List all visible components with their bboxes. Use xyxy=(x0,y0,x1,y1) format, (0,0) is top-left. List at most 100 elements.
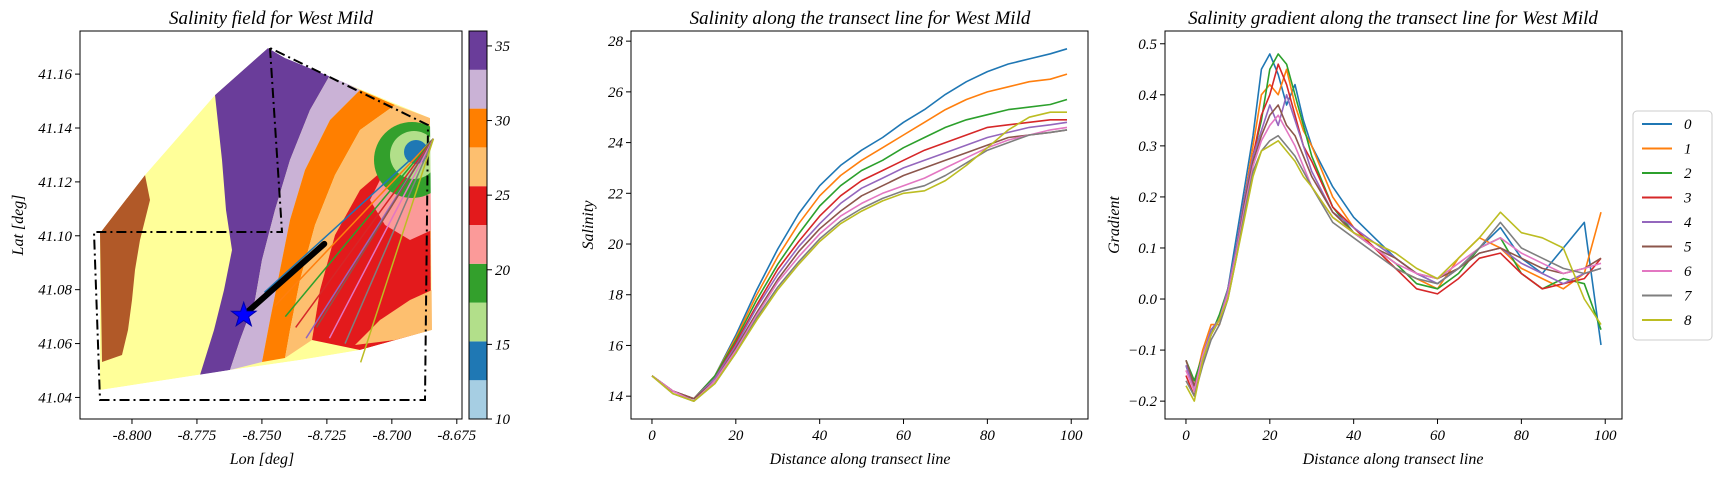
series-line-5 xyxy=(651,129,1068,400)
panel2-ytick-label: 22 xyxy=(608,186,624,202)
transect-fan-line xyxy=(328,138,435,339)
series-line-4 xyxy=(651,121,1068,400)
panel2-ylabel: Salinity xyxy=(580,200,597,250)
panel3-xlabel: Distance along transect line xyxy=(1302,451,1484,468)
panel1-xtick-label: -8.800 xyxy=(113,428,152,444)
transect-fan-lines xyxy=(263,138,435,363)
panel2-frame xyxy=(630,30,1089,420)
panel3-ytick-label: 0.1 xyxy=(1138,241,1157,257)
colorbar-bin xyxy=(469,302,487,342)
panel2-plot-area xyxy=(651,48,1068,402)
transect-fan-line xyxy=(344,138,435,344)
legend-label: 8 xyxy=(1684,313,1692,329)
panel3-xtick-label: 60 xyxy=(1430,428,1446,444)
panel3-ytick-label: 0.5 xyxy=(1138,37,1157,53)
colorbar-bin xyxy=(469,263,487,303)
field-region-purple xyxy=(200,48,330,375)
panel3-xtick-label: 100 xyxy=(1594,428,1617,444)
legend-label: 2 xyxy=(1684,166,1692,182)
panel3-ytick-label: 0.2 xyxy=(1138,190,1157,206)
colorbar-frame xyxy=(468,30,488,420)
panel1-frame xyxy=(79,30,463,420)
panel1-xtick-label: -8.725 xyxy=(307,428,346,444)
legend: 0 1 2 3 4 5 6 7 8 xyxy=(1632,110,1713,341)
series-line-1 xyxy=(651,73,1068,400)
colorbar-tick-label: 20 xyxy=(495,263,511,279)
panel2-ytick-label: 28 xyxy=(608,34,624,50)
star-marker xyxy=(229,300,258,328)
panel2-ytick-label: 16 xyxy=(608,338,624,354)
transect-fan-line xyxy=(274,138,434,307)
series-line-7 xyxy=(651,129,1068,402)
series-line-5 xyxy=(1185,104,1602,387)
domain-boundary xyxy=(92,47,430,401)
panel1-axes: -8.800 -8.775 -8.750 -8.725 -8.700 -8.675 41.0… xyxy=(38,67,476,444)
panel2-xtick-label: 0 xyxy=(648,428,656,444)
field-mask xyxy=(80,31,462,419)
series-line-3 xyxy=(1185,63,1602,397)
panel1-ytick-label: 41.10 xyxy=(38,229,72,245)
colorbar-bin xyxy=(469,31,487,70)
panel1-xtick-label: -8.775 xyxy=(178,428,217,444)
transect-fan-line xyxy=(315,138,435,328)
panel2-xtick-label: 80 xyxy=(980,428,996,444)
salinity-transect-panel: Salinity along the transect line for Wes… xyxy=(580,8,1089,468)
field-region-light-orange-2 xyxy=(355,290,432,345)
panel1-ylabel: Lat [deg] xyxy=(10,195,27,257)
colorbar-bin xyxy=(469,341,487,381)
panel1-title: Salinity field for West Mild xyxy=(169,8,374,29)
legend-label: 5 xyxy=(1684,240,1692,256)
legend-label: 1 xyxy=(1684,142,1692,158)
transect-fan-line xyxy=(295,138,435,328)
colorbar-tick-label: 25 xyxy=(495,188,511,204)
gradient-transect-panel: Salinity gradient along the transect lin… xyxy=(1106,8,1623,468)
panel3-ytick-label: −0.2 xyxy=(1128,394,1157,410)
panel3-xtick-label: 0 xyxy=(1182,428,1190,444)
series-line-2 xyxy=(651,98,1068,400)
series-line-0 xyxy=(651,48,1068,400)
colorbar-tick-label: 10 xyxy=(495,412,511,428)
panel2-ytick-label: 20 xyxy=(608,237,624,253)
colorbar-bin xyxy=(469,225,487,264)
panel3-ytick-label: 0.4 xyxy=(1138,88,1157,104)
panel3-axes: 0 20 40 60 80 100 −0.2 −0.1 0.0 0.1 0.2 0.3 0.4 0.5 xyxy=(1128,37,1617,444)
panel1-ytick-label: 41.16 xyxy=(38,67,72,83)
series-line-8 xyxy=(1185,140,1602,402)
legend-label: 3 xyxy=(1683,191,1692,207)
panel2-ytick-label: 18 xyxy=(608,288,624,304)
panel1-ytick-label: 41.04 xyxy=(38,390,72,406)
salinity-field-panel: Salinity field for West Mild xyxy=(10,8,511,468)
series-line-8 xyxy=(651,111,1067,402)
colorbar-bin xyxy=(469,108,487,148)
panel1-xlabel: Lon [deg] xyxy=(229,451,294,468)
panel3-frame xyxy=(1164,30,1623,420)
panel3-ytick-label: 0.3 xyxy=(1138,139,1157,155)
colorbar-bin xyxy=(469,186,487,225)
panel3-ylabel: Gradient xyxy=(1106,196,1123,254)
colorbar-tick-label: 30 xyxy=(494,114,511,130)
transect-fan-line xyxy=(359,138,435,363)
colorbar-bin xyxy=(469,147,487,187)
series-line-4 xyxy=(1185,94,1602,392)
transect-fan-line xyxy=(263,138,434,293)
colorbar: 10 15 20 25 30 35 xyxy=(468,30,511,428)
panel1-ytick-label: 41.12 xyxy=(38,175,72,191)
panel3-xtick-label: 80 xyxy=(1514,428,1530,444)
panel2-ytick-label: 14 xyxy=(608,389,624,405)
panel1-xtick-label: -8.750 xyxy=(243,428,282,444)
series-line-6 xyxy=(1185,114,1602,392)
panel3-xtick-label: 20 xyxy=(1262,428,1278,444)
panel1-ytick-label: 41.08 xyxy=(38,283,72,299)
series-line-1 xyxy=(1185,68,1602,387)
salinity-field-map xyxy=(80,31,462,419)
series-line-6 xyxy=(651,126,1068,402)
legend-label: 6 xyxy=(1684,264,1692,280)
field-region-brown xyxy=(100,175,150,362)
colorbar-bin xyxy=(469,380,487,419)
panel1-xtick-label: -8.700 xyxy=(372,428,411,444)
transect-fan-line xyxy=(284,138,434,318)
panel2-xtick-label: 60 xyxy=(896,428,912,444)
panel3-ytick-label: 0.0 xyxy=(1138,292,1157,308)
field-region-lilac xyxy=(230,58,360,370)
